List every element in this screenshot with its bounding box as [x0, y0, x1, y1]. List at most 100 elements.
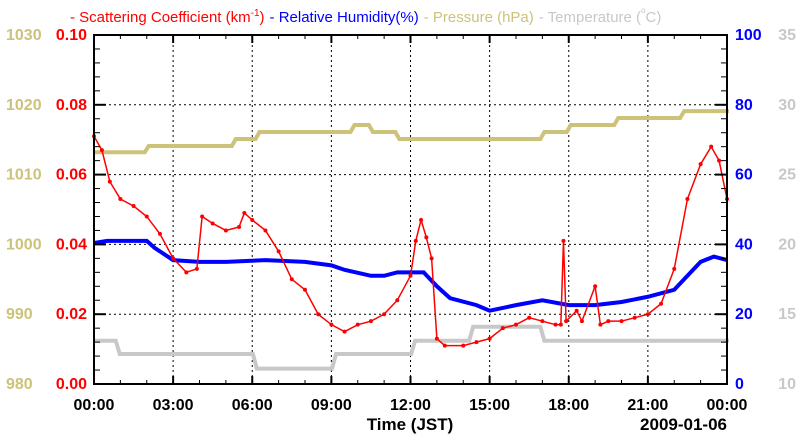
scatter-tick-label: 0.02 — [56, 306, 87, 323]
legend-scatter: - Scattering Coefficient (km — [70, 9, 251, 26]
data-point — [672, 266, 677, 271]
data-point — [144, 214, 149, 219]
x-tick-label: 00:00 — [707, 397, 748, 414]
humidity-tick-label: 100 — [735, 27, 762, 44]
data-point — [382, 312, 387, 317]
data-point — [500, 326, 505, 331]
data-point — [131, 204, 136, 209]
humidity-tick-label: 60 — [735, 167, 753, 184]
x-tick-label: 12:00 — [390, 397, 431, 414]
legend-temperature: - Temperature ( — [539, 9, 641, 26]
data-point — [419, 217, 424, 222]
data-point — [434, 336, 439, 341]
data-point — [632, 315, 637, 320]
data-point — [553, 322, 558, 327]
legend-degree-symbol: o — [641, 6, 646, 15]
data-point — [593, 284, 598, 289]
data-point — [223, 228, 228, 233]
scatter-tick-label: 0.00 — [56, 376, 87, 393]
legend-scatter-superscript: -1 — [251, 8, 260, 19]
data-point — [250, 217, 255, 222]
x-tick-label: 00:00 — [74, 397, 115, 414]
data-point — [527, 315, 532, 320]
scatter-tick-label: 0.08 — [56, 97, 87, 114]
data-point — [316, 312, 321, 317]
pressure-tick-label: 1000 — [6, 236, 42, 253]
data-point — [171, 256, 176, 261]
x-tick-label: 06:00 — [232, 397, 273, 414]
temperature-tick-label: 20 — [778, 236, 796, 253]
data-point — [99, 148, 104, 153]
humidity-tick-label: 0 — [735, 376, 744, 393]
data-point — [564, 319, 569, 324]
legend-humidity: - Relative Humidity(%) — [270, 9, 419, 26]
x-tick-label: 21:00 — [627, 397, 668, 414]
data-point — [184, 270, 189, 275]
temperature-tick-label: 15 — [778, 306, 796, 323]
data-point — [606, 319, 611, 324]
data-point — [276, 249, 281, 254]
pressure-tick-label: 990 — [6, 306, 33, 323]
legend: - Scattering Coefficient (km-1) - Relativ… — [70, 6, 661, 26]
series-line-temperature — [94, 324, 729, 371]
data-point — [424, 235, 429, 240]
legend-scatter-tail: ) — [260, 9, 265, 26]
series-layer — [92, 109, 729, 371]
series-line-pressure — [94, 109, 729, 155]
pressure-tick-label: 1010 — [6, 167, 42, 184]
data-point — [408, 273, 413, 278]
data-point — [242, 210, 247, 215]
data-point — [413, 238, 418, 243]
data-point — [487, 336, 492, 341]
x-tick-label: 03:00 — [153, 397, 194, 414]
x-tick-label: 18:00 — [548, 397, 589, 414]
pressure-tick-label: 1020 — [6, 97, 42, 114]
data-point — [263, 228, 268, 233]
data-point — [194, 266, 199, 271]
data-point — [474, 340, 479, 345]
data-point — [395, 298, 400, 303]
data-point — [561, 238, 566, 243]
date-label: 2009-01-06 — [640, 415, 727, 434]
scatter-tick-label: 0.10 — [56, 27, 87, 44]
data-point — [429, 256, 434, 261]
grid — [94, 35, 727, 384]
data-point — [659, 301, 664, 306]
data-point — [709, 144, 714, 149]
temperature-tick-label: 30 — [778, 97, 796, 114]
pressure-tick-label: 1030 — [6, 27, 42, 44]
data-point — [237, 224, 242, 229]
legend-temperature-tail: C) — [646, 9, 662, 26]
data-point — [355, 322, 360, 327]
data-point — [118, 197, 123, 202]
data-point — [461, 343, 466, 348]
humidity-tick-label: 20 — [735, 306, 753, 323]
data-point — [717, 158, 722, 163]
data-point — [200, 214, 205, 219]
data-point — [210, 221, 215, 226]
data-point — [342, 329, 347, 334]
humidity-tick-label: 40 — [735, 236, 753, 253]
x-tick-label: 09:00 — [311, 397, 352, 414]
data-point — [579, 319, 584, 324]
scatter-tick-label: 0.04 — [56, 236, 87, 253]
data-point — [619, 319, 624, 324]
data-point — [157, 231, 162, 236]
temperature-tick-label: 10 — [778, 376, 796, 393]
scatter-tick-label: 0.06 — [56, 167, 87, 184]
data-point — [685, 197, 690, 202]
data-point — [645, 312, 650, 317]
x-tick-label: 15:00 — [469, 397, 510, 414]
series-line-relative-humidity — [93, 238, 728, 313]
data-point — [574, 308, 579, 313]
series-line-scattering-coefficient — [93, 135, 728, 347]
data-point — [514, 322, 518, 327]
data-point — [303, 287, 307, 292]
data-point — [598, 322, 603, 327]
data-point — [289, 277, 294, 282]
data-point — [329, 322, 334, 327]
data-point — [442, 343, 447, 348]
data-point — [540, 319, 545, 324]
axis-ticks: 00:00 03:00 06:00 09:00 12:00 15:00 18:00 21:00… — [6, 27, 796, 414]
